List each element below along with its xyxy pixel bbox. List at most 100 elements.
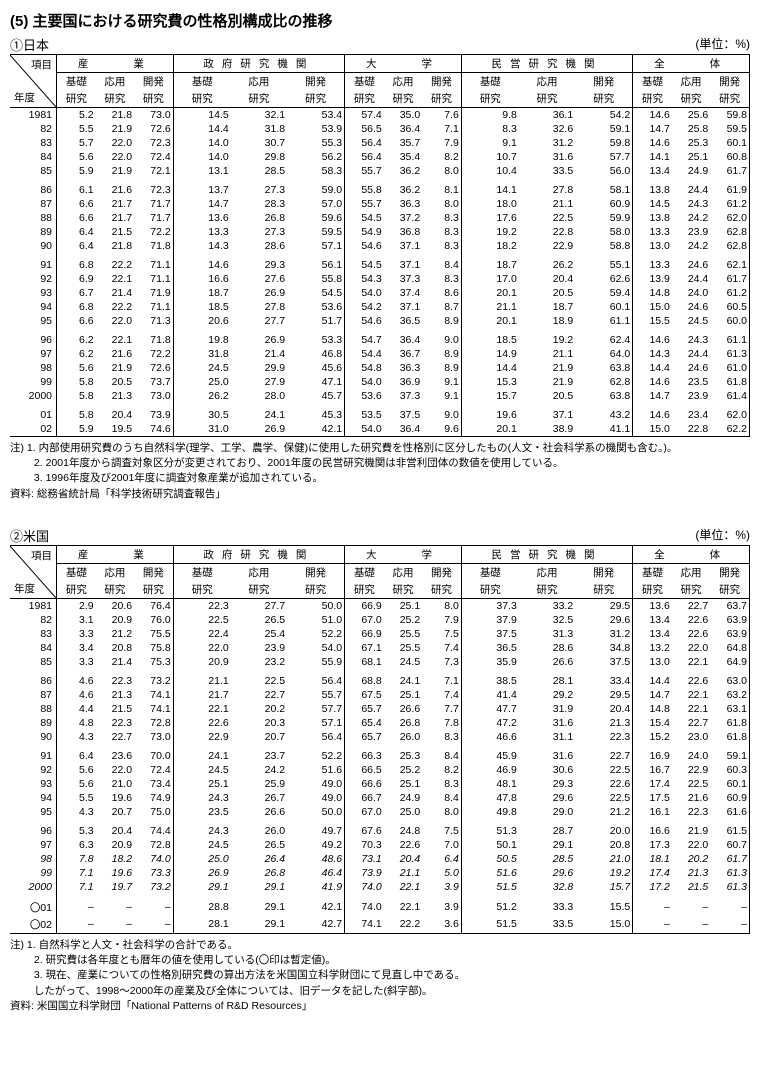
data-cell: 6.2: [57, 328, 96, 347]
data-cell: 20.9: [96, 838, 134, 852]
data-cell: 24.4: [672, 178, 710, 197]
data-cell: 25.6: [672, 108, 710, 123]
data-cell: 20.6: [96, 598, 134, 613]
sub-header: 基礎: [633, 563, 672, 581]
data-cell: 8.3: [422, 730, 461, 744]
data-cell: 58.3: [287, 164, 345, 178]
data-cell: 61.3: [710, 347, 749, 361]
data-cell: 20.4: [96, 819, 134, 838]
data-cell: 7.5: [422, 819, 461, 838]
data-cell: 71.7: [134, 211, 173, 225]
data-cell: 16.1: [633, 805, 672, 819]
data-cell: 26.8: [231, 866, 287, 880]
data-cell: 53.6: [345, 389, 384, 403]
sub-header-b: 研究: [345, 581, 384, 599]
year-cell: 87: [10, 688, 57, 702]
data-cell: –: [57, 894, 96, 916]
data-cell: 24.9: [672, 164, 710, 178]
data-cell: 8.6: [422, 286, 461, 300]
data-cell: 36.3: [384, 361, 422, 375]
data-cell: 3.3: [57, 655, 96, 669]
data-cell: 14.4: [633, 669, 672, 688]
data-cell: 7.3: [422, 655, 461, 669]
table-row: 976.320.972.824.526.549.270.322.67.050.1…: [10, 838, 750, 852]
data-cell: 5.7: [57, 136, 96, 150]
data-cell: –: [672, 916, 710, 934]
table-row: 976.221.672.231.821.446.854.436.78.914.9…: [10, 347, 750, 361]
japan-table: 項目年度産 業政府研究機関大 学民営研究機関全 体基礎応用開発基礎応用開発基礎応…: [10, 54, 750, 437]
data-cell: 35.0: [384, 108, 422, 123]
data-cell: 29.8: [231, 150, 287, 164]
us-label: ②米国: [10, 526, 49, 545]
data-cell: 73.0: [134, 730, 173, 744]
data-cell: 61.8: [710, 730, 749, 744]
data-cell: 41.9: [287, 880, 345, 894]
data-cell: 25.1: [173, 777, 230, 791]
data-cell: 14.4: [633, 361, 672, 375]
table-row: 997.119.673.326.926.846.473.921.15.051.6…: [10, 866, 750, 880]
data-cell: 54.9: [345, 225, 384, 239]
year-cell: 1981: [10, 108, 57, 123]
data-cell: 22.8: [519, 225, 575, 239]
data-cell: 22.0: [96, 136, 134, 150]
data-cell: 5.3: [57, 819, 96, 838]
note-line: 2. 2001年度から調査対象区分が変更されており、2001年度の民営研究機関は…: [10, 456, 750, 471]
data-cell: 36.2: [384, 164, 422, 178]
data-cell: 54.7: [345, 328, 384, 347]
year-cell: 89: [10, 716, 57, 730]
data-cell: 5.5: [57, 791, 96, 805]
data-cell: 55.1: [575, 253, 633, 272]
table-row: 20007.119.773.229.129.141.974.022.13.951…: [10, 880, 750, 894]
data-cell: 59.1: [710, 744, 749, 763]
note-line: 注) 1. 自然科学と人文・社会科学の合計である。: [10, 938, 750, 953]
sub-header-b: 研究: [57, 90, 96, 108]
year-cell: 94: [10, 791, 57, 805]
data-cell: 25.0: [384, 805, 422, 819]
data-cell: 42.1: [287, 894, 345, 916]
data-cell: 72.8: [134, 838, 173, 852]
data-cell: 13.3: [173, 225, 230, 239]
data-cell: 33.4: [575, 669, 633, 688]
sub-header-b: 研究: [422, 581, 461, 599]
data-cell: 36.8: [384, 225, 422, 239]
data-cell: 9.1: [461, 136, 518, 150]
sub-header-b: 研究: [633, 581, 672, 599]
year-cell: 90: [10, 239, 57, 253]
data-cell: 54.0: [345, 375, 384, 389]
data-cell: 51.2: [461, 894, 518, 916]
data-cell: 51.5: [461, 880, 518, 894]
data-cell: 51.5: [461, 916, 518, 934]
data-cell: 62.0: [710, 403, 749, 422]
data-cell: 38.5: [461, 669, 518, 688]
data-cell: 5.8: [57, 403, 96, 422]
data-cell: 26.8: [231, 211, 287, 225]
data-cell: –: [96, 894, 134, 916]
data-cell: 22.3: [672, 805, 710, 819]
year-cell: 1981: [10, 598, 57, 613]
data-cell: 6.1: [57, 178, 96, 197]
data-cell: 6.4: [422, 852, 461, 866]
table-row: 904.322.773.022.920.756.465.726.08.346.6…: [10, 730, 750, 744]
data-cell: 24.6: [672, 361, 710, 375]
data-cell: 20.9: [96, 613, 134, 627]
data-cell: 71.1: [134, 272, 173, 286]
data-cell: 72.6: [134, 361, 173, 375]
data-cell: 22.1: [672, 655, 710, 669]
data-cell: 48.1: [461, 777, 518, 791]
sub-header: 開発: [710, 563, 749, 581]
data-cell: 24.4: [672, 272, 710, 286]
data-cell: 42.7: [287, 916, 345, 934]
data-cell: 73.4: [134, 777, 173, 791]
data-cell: 21.1: [461, 300, 518, 314]
data-cell: 22.0: [96, 763, 134, 777]
data-cell: 28.8: [173, 894, 230, 916]
sub-header: 応用: [231, 73, 287, 91]
data-cell: 60.1: [710, 777, 749, 791]
data-cell: 29.3: [231, 253, 287, 272]
data-cell: 20.8: [575, 838, 633, 852]
data-cell: 18.7: [173, 286, 230, 300]
data-cell: 13.4: [633, 613, 672, 627]
data-cell: 54.2: [345, 300, 384, 314]
group-header: 全 体: [633, 55, 750, 73]
data-cell: 67.0: [345, 613, 384, 627]
